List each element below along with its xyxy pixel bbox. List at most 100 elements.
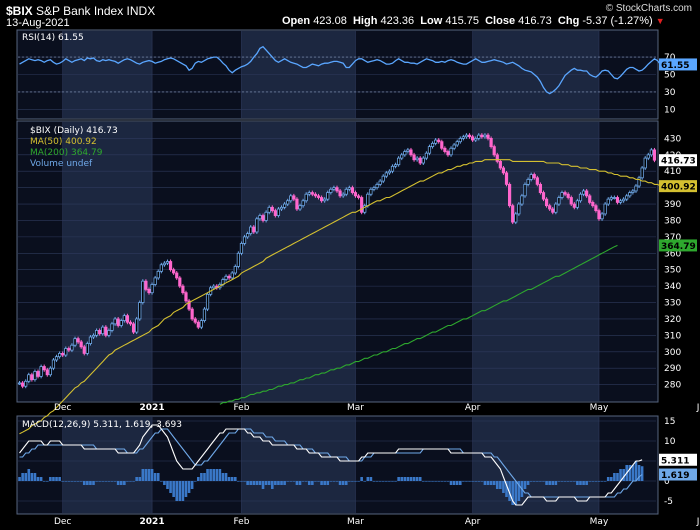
macd-histogram-bar [200, 473, 203, 481]
macd-histogram-bar [92, 481, 95, 485]
macd-histogram-bar [412, 477, 416, 481]
price-candle [279, 206, 284, 210]
macd-histogram-bar [295, 481, 299, 485]
macd-tick-label: -5 [664, 497, 673, 507]
price-candle [184, 292, 188, 302]
macd-histogram-bar [622, 469, 625, 481]
price-candle [94, 330, 99, 336]
price-candle [58, 353, 62, 358]
price-candle [258, 215, 262, 220]
macd-histogram-bar [233, 477, 237, 481]
macd-histogram-bar [462, 481, 465, 482]
price-legend-1: MA(50) 400.92 [30, 137, 97, 147]
price-candle [360, 197, 364, 213]
month-band [241, 417, 356, 513]
price-candle [471, 136, 475, 141]
price-candle [39, 366, 43, 377]
price-candle [341, 193, 345, 197]
date-label: 13-Aug-2021 [6, 17, 70, 29]
macd-histogram-bar [566, 481, 570, 482]
macd-histogram-bar [440, 481, 444, 482]
price-candle [73, 338, 77, 346]
price-candle [541, 192, 546, 200]
close-last-tag-label: 416.73 [661, 157, 696, 167]
price-tick-label: 370 [664, 233, 681, 243]
macd-histogram-bar [119, 481, 123, 485]
macd-histogram-bar [311, 481, 314, 485]
x-tick-label: Jun [696, 517, 700, 527]
macd-histogram-bar [317, 481, 320, 482]
macd-histogram-bar [289, 481, 293, 482]
price-candle [36, 371, 40, 377]
macd-histogram-bar [582, 481, 585, 485]
price-candle [33, 371, 37, 381]
macd-histogram-bar [258, 481, 262, 485]
macd-histogram-bar [603, 481, 607, 482]
rsi-tick-label: 70 [664, 53, 676, 63]
month-band [241, 122, 356, 401]
macd-histogram-bar [197, 477, 200, 481]
macd-histogram-bar [18, 477, 21, 481]
price-tick-label: 380 [664, 216, 681, 226]
month-band [62, 122, 153, 401]
macd-histogram-bar [320, 481, 323, 485]
price-candle [255, 218, 259, 233]
macd-tick-label: 15 [664, 417, 675, 427]
macd-histogram-bar [610, 477, 613, 481]
macd-histogram-bar [471, 481, 474, 482]
price-candle [326, 192, 330, 200]
price-candle [498, 160, 502, 169]
macd-histogram-bar [166, 481, 169, 489]
high-label: High [352, 15, 378, 27]
price-candle [390, 165, 395, 172]
macd-histogram-bar [240, 481, 243, 482]
macd-histogram-bar [418, 477, 422, 481]
price-candle [178, 277, 182, 287]
macd-histogram-bar [169, 481, 172, 493]
macd-histogram-bar [221, 473, 225, 481]
price-candle [193, 318, 197, 323]
macd-histogram-bar [375, 481, 379, 482]
macd-histogram-bar [554, 481, 558, 485]
macd-histogram-bar [434, 481, 437, 482]
price-candle [511, 205, 515, 223]
macd-histogram-bar [431, 481, 434, 482]
price-candle [48, 367, 52, 376]
price-legend-0: $BIX (Daily) 416.73 [30, 126, 118, 136]
macd-histogram-bar [215, 469, 219, 481]
price-tick-label: 410 [664, 167, 681, 177]
macd-histogram-bar [616, 473, 619, 481]
price-candle [418, 157, 422, 164]
x-tick-label: Apr [465, 403, 481, 413]
macd-histogram-bar [175, 481, 179, 501]
rsi-tick-label: 30 [664, 88, 676, 98]
price-candle [403, 151, 407, 156]
price-candle [236, 252, 240, 267]
x-tick-label: May [590, 517, 609, 527]
macd-histogram-bar [455, 481, 459, 485]
macd-histogram-bar [415, 477, 419, 481]
price-candle [421, 157, 425, 164]
price-candle [101, 326, 105, 335]
macd-histogram-bar [292, 481, 296, 482]
macd-histogram-bar [132, 481, 135, 482]
price-candle [440, 141, 444, 149]
price-candle [165, 261, 170, 264]
price-candle [205, 293, 210, 310]
macd-histogram-bar [261, 481, 265, 489]
macd-histogram-bar [255, 481, 259, 485]
price-candle [82, 346, 86, 354]
price-candle [492, 146, 496, 156]
macd-histogram-bar [468, 481, 471, 482]
macd-histogram-bar [421, 481, 425, 482]
macd-histogram-bar [237, 481, 240, 482]
price-candle [67, 348, 71, 351]
quote-bar: Open 423.08 High 423.36 Low 415.75 Close… [282, 15, 665, 27]
price-candle [273, 210, 277, 216]
ma200-last-tag [659, 239, 697, 252]
macd-histogram-bar [82, 481, 86, 485]
price-candle [615, 197, 620, 203]
price-candle [156, 270, 160, 279]
price-candle [606, 198, 610, 205]
macd-histogram-bar [640, 466, 644, 481]
